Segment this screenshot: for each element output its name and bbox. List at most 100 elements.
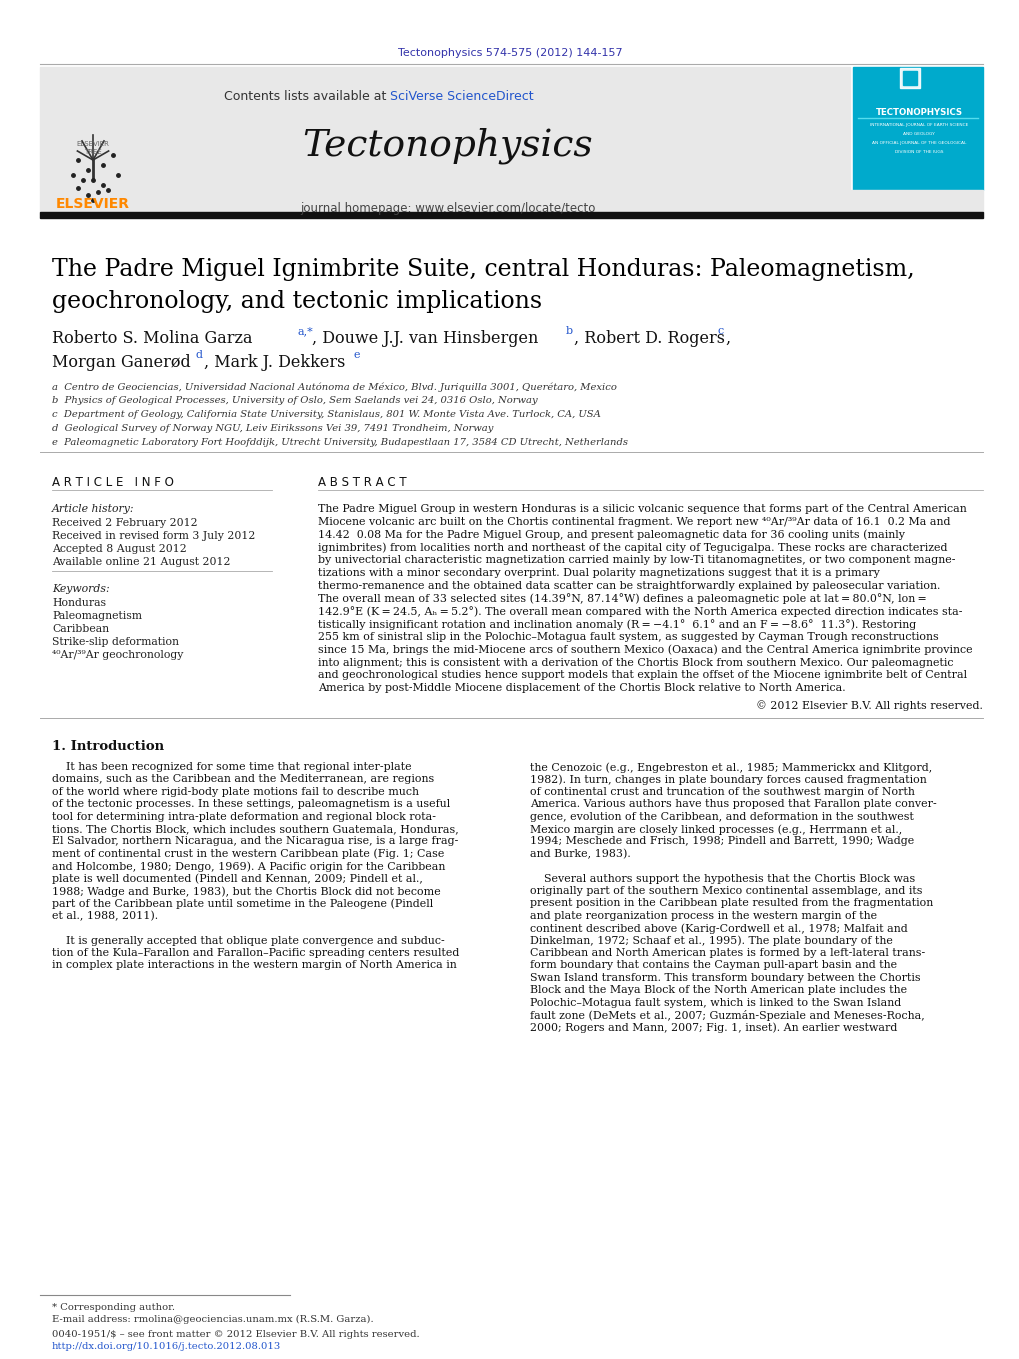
Text: http://dx.doi.org/10.1016/j.tecto.2012.08.013: http://dx.doi.org/10.1016/j.tecto.2012.0… (52, 1341, 281, 1351)
Text: * Corresponding author.: * Corresponding author. (52, 1303, 175, 1311)
Text: Available online 21 August 2012: Available online 21 August 2012 (52, 557, 230, 567)
Text: America. Various authors have thus proposed that Farallon plate conver-: America. Various authors have thus propo… (530, 799, 935, 809)
Text: journal homepage: www.elsevier.com/locate/tecto: journal homepage: www.elsevier.com/locat… (300, 202, 595, 215)
Text: 142.9°E (K = 24.5, Aₕ = 5.2°). The overall mean compared with the North America : 142.9°E (K = 24.5, Aₕ = 5.2°). The overa… (318, 606, 962, 617)
Text: tool for determining intra-plate deformation and regional block rota-: tool for determining intra-plate deforma… (52, 811, 435, 822)
Text: Dinkelman, 1972; Schaaf et al., 1995). The plate boundary of the: Dinkelman, 1972; Schaaf et al., 1995). T… (530, 935, 892, 946)
Text: into alignment; this is consistent with a derivation of the Chortis Block from s: into alignment; this is consistent with … (318, 658, 953, 667)
Text: Article history:: Article history: (52, 504, 135, 514)
Text: of the tectonic processes. In these settings, paleomagnetism is a useful: of the tectonic processes. In these sett… (52, 799, 449, 809)
Text: The overall mean of 33 selected sites (14.39°N, 87.14°W) defines a paleomagnetic: The overall mean of 33 selected sites (1… (318, 594, 926, 605)
Text: et al., 1988, 2011).: et al., 1988, 2011). (52, 911, 158, 921)
Text: gence, evolution of the Caribbean, and deformation in the southwest: gence, evolution of the Caribbean, and d… (530, 811, 913, 822)
Text: Roberto S. Molina Garza: Roberto S. Molina Garza (52, 330, 258, 347)
Text: E-mail address: rmolina@geociencias.unam.mx (R.S.M. Garza).: E-mail address: rmolina@geociencias.unam… (52, 1316, 373, 1324)
Bar (902, 71, 916, 86)
Text: Strike-slip deformation: Strike-slip deformation (52, 637, 178, 647)
Text: 1. Introduction: 1. Introduction (52, 741, 164, 753)
Text: AND GEOLOGY: AND GEOLOGY (902, 132, 934, 136)
Text: Tectonophysics: Tectonophysics (303, 128, 593, 164)
Text: Contents lists available at: Contents lists available at (223, 90, 389, 103)
Text: since 15 Ma, brings the mid-Miocene arcs of southern Mexico (Oaxaca) and the Cen: since 15 Ma, brings the mid-Miocene arcs… (318, 644, 972, 655)
Text: originally part of the southern Mexico continental assemblage, and its: originally part of the southern Mexico c… (530, 886, 921, 896)
Text: tistically insignificant rotation and inclination anomaly (R = −4.1°  6.1° and a: tistically insignificant rotation and in… (318, 620, 915, 631)
Text: ment of continental crust in the western Caribbean plate (Fig. 1; Case: ment of continental crust in the western… (52, 849, 444, 859)
Text: tizations with a minor secondary overprint. Dual polarity magnetizations suggest: tizations with a minor secondary overpri… (318, 568, 879, 578)
Text: of continental crust and truncation of the southwest margin of North: of continental crust and truncation of t… (530, 787, 914, 796)
Text: ⁴⁰Ar/³⁹Ar geochronology: ⁴⁰Ar/³⁹Ar geochronology (52, 650, 183, 660)
Text: America by post-Middle Miocene displacement of the Chortis Block relative to Nor: America by post-Middle Miocene displacem… (318, 684, 845, 693)
Text: 2000; Rogers and Mann, 2007; Fig. 1, inset). An earlier westward: 2000; Rogers and Mann, 2007; Fig. 1, ins… (530, 1022, 897, 1033)
Text: 1994; Meschede and Frisch, 1998; Pindell and Barrett, 1990; Wadge: 1994; Meschede and Frisch, 1998; Pindell… (530, 836, 913, 847)
Text: , Douwe J.J. van Hinsbergen: , Douwe J.J. van Hinsbergen (312, 330, 543, 347)
Text: thermo-remanence and the obtained data scatter can be straightforwardly explaine: thermo-remanence and the obtained data s… (318, 580, 940, 591)
Text: A B S T R A C T: A B S T R A C T (318, 476, 407, 489)
Text: domains, such as the Caribbean and the Mediterranean, are regions: domains, such as the Caribbean and the M… (52, 775, 434, 784)
Text: and Holcombe, 1980; Dengo, 1969). A Pacific origin for the Caribbean: and Holcombe, 1980; Dengo, 1969). A Paci… (52, 862, 445, 871)
Text: INTERNATIONAL JOURNAL OF EARTH SCIENCE: INTERNATIONAL JOURNAL OF EARTH SCIENCE (869, 124, 967, 126)
Text: present position in the Caribbean plate resulted from the fragmentation: present position in the Caribbean plate … (530, 898, 932, 908)
Text: Swan Island transform. This transform boundary between the Chortis: Swan Island transform. This transform bo… (530, 973, 920, 983)
Text: ELSEVIER: ELSEVIER (56, 197, 129, 211)
Text: The Padre Miguel Ignimbrite Suite, central Honduras: Paleomagnetism,: The Padre Miguel Ignimbrite Suite, centr… (52, 258, 914, 281)
Text: A R T I C L E   I N F O: A R T I C L E I N F O (52, 476, 173, 489)
Bar (40, 67, 849, 190)
Text: ,: , (725, 330, 730, 347)
Text: geochronology, and tectonic implications: geochronology, and tectonic implications (52, 289, 541, 313)
Text: e  Paleomagnetic Laboratory Fort Hoofddijk, Utrecht University, Budapestlaan 17,: e Paleomagnetic Laboratory Fort Hoofddij… (52, 438, 628, 447)
Text: SciVerse ScienceDirect: SciVerse ScienceDirect (389, 90, 533, 103)
Text: tions. The Chortis Block, which includes southern Guatemala, Honduras,: tions. The Chortis Block, which includes… (52, 824, 459, 834)
Text: Received 2 February 2012: Received 2 February 2012 (52, 518, 198, 529)
Text: plate is well documented (Pindell and Kennan, 2009; Pindell et al.,: plate is well documented (Pindell and Ke… (52, 874, 423, 885)
Text: Morgan Ganerød: Morgan Ganerød (52, 353, 196, 371)
Text: Honduras: Honduras (52, 598, 106, 607)
Text: the Cenozoic (e.g., Engebreston et al., 1985; Mammerickx and Klitgord,: the Cenozoic (e.g., Engebreston et al., … (530, 762, 931, 772)
Text: , Mark J. Dekkers: , Mark J. Dekkers (204, 353, 351, 371)
Text: It has been recognized for some time that regional inter-plate: It has been recognized for some time tha… (52, 762, 412, 772)
Text: e: e (354, 351, 360, 360)
Text: Block and the Maya Block of the North American plate includes the: Block and the Maya Block of the North Am… (530, 985, 906, 995)
Text: fault zone (DeMets et al., 2007; Guzmán-Speziale and Meneses-Rocha,: fault zone (DeMets et al., 2007; Guzmán-… (530, 1010, 924, 1021)
Text: c  Department of Geology, California State University, Stanislaus, 801 W. Monte : c Department of Geology, California Stat… (52, 410, 600, 419)
Text: b  Physics of Geological Processes, University of Oslo, Sem Saelands vei 24, 031: b Physics of Geological Processes, Unive… (52, 395, 537, 405)
Text: El Salvador, northern Nicaragua, and the Nicaragua rise, is a large frag-: El Salvador, northern Nicaragua, and the… (52, 836, 458, 847)
Text: and plate reorganization process in the western margin of the: and plate reorganization process in the … (530, 911, 876, 921)
Text: Mexico margin are closely linked processes (e.g., Herrmann et al.,: Mexico margin are closely linked process… (530, 824, 902, 834)
Text: d  Geological Survey of Norway NGU, Leiv Eirikssons Vei 39, 7491 Trondheim, Norw: d Geological Survey of Norway NGU, Leiv … (52, 424, 493, 434)
Text: TECTONOPHYSICS: TECTONOPHYSICS (874, 107, 962, 117)
Text: and geochronological studies hence support models that explain the offset of the: and geochronological studies hence suppo… (318, 670, 966, 681)
Text: continent described above (Karig-Cordwell et al., 1978; Malfait and: continent described above (Karig-Cordwel… (530, 923, 907, 934)
Text: form boundary that contains the Cayman pull-apart basin and the: form boundary that contains the Cayman p… (530, 961, 897, 970)
Text: Keywords:: Keywords: (52, 584, 109, 594)
Text: a,*: a,* (298, 326, 314, 336)
Bar (40, 190, 982, 212)
Text: Paleomagnetism: Paleomagnetism (52, 612, 142, 621)
Text: Caribbean: Caribbean (52, 624, 109, 635)
Text: d: d (196, 351, 203, 360)
Text: and Burke, 1983).: and Burke, 1983). (530, 849, 630, 859)
Text: tion of the Kula–Farallon and Farallon–Pacific spreading centers resulted: tion of the Kula–Farallon and Farallon–P… (52, 949, 459, 958)
Text: , Robert D. Rogers: , Robert D. Rogers (574, 330, 730, 347)
Text: 255 km of sinistral slip in the Polochic–Motagua fault system, as suggested by C: 255 km of sinistral slip in the Polochic… (318, 632, 937, 641)
Text: 1982). In turn, changes in plate boundary forces caused fragmentation: 1982). In turn, changes in plate boundar… (530, 775, 926, 786)
Text: c: c (717, 326, 723, 336)
Text: Polochic–Motagua fault system, which is linked to the Swan Island: Polochic–Motagua fault system, which is … (530, 998, 901, 1007)
Text: ignimbrites) from localities north and northeast of the capital city of Teguciga: ignimbrites) from localities north and n… (318, 542, 947, 553)
Text: 0040-1951/$ – see front matter © 2012 Elsevier B.V. All rights reserved.: 0040-1951/$ – see front matter © 2012 El… (52, 1330, 419, 1339)
Text: Caribbean and North American plates is formed by a left-lateral trans-: Caribbean and North American plates is f… (530, 949, 924, 958)
Text: 14.42  0.08 Ma for the Padre Miguel Group, and present paleomagnetic data for 36: 14.42 0.08 Ma for the Padre Miguel Group… (318, 530, 904, 540)
Text: part of the Caribbean plate until sometime in the Paleogene (Pindell: part of the Caribbean plate until someti… (52, 898, 433, 909)
Text: It is generally accepted that oblique plate convergence and subduc-: It is generally accepted that oblique pl… (52, 935, 444, 946)
Text: b: b (566, 326, 573, 336)
Text: Received in revised form 3 July 2012: Received in revised form 3 July 2012 (52, 531, 255, 541)
Text: of the world where rigid-body plate motions fail to describe much: of the world where rigid-body plate moti… (52, 787, 419, 796)
Text: 1988; Wadge and Burke, 1983), but the Chortis Block did not become: 1988; Wadge and Burke, 1983), but the Ch… (52, 886, 440, 897)
Text: a  Centro de Geociencias, Universidad Nacional Autónoma de México, Blvd. Juriqui: a Centro de Geociencias, Universidad Nac… (52, 382, 616, 391)
Text: Several authors support the hypothesis that the Chortis Block was: Several authors support the hypothesis t… (530, 874, 914, 883)
Text: AN OFFICIAL JOURNAL OF THE GEOLOGICAL: AN OFFICIAL JOURNAL OF THE GEOLOGICAL (871, 141, 965, 145)
Text: Tectonophysics 574-575 (2012) 144-157: Tectonophysics 574-575 (2012) 144-157 (397, 48, 622, 58)
Text: The Padre Miguel Group in western Honduras is a silicic volcanic sequence that f: The Padre Miguel Group in western Hondur… (318, 504, 966, 514)
Bar (852, 67, 982, 190)
Text: in complex plate interactions in the western margin of North America in: in complex plate interactions in the wes… (52, 961, 457, 970)
Bar (40, 212, 982, 217)
